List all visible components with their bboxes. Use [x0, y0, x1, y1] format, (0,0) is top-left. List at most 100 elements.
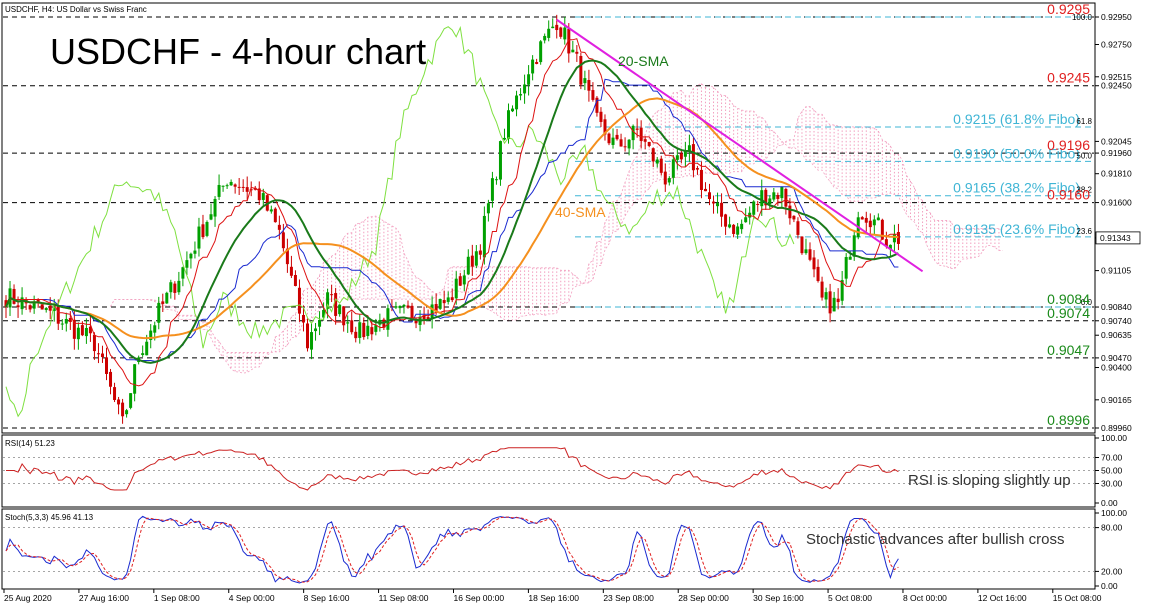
candle-body: [659, 158, 663, 173]
fibonacci-lines: 100.0 0.0 0.9215 (61.8% Fibo)61.8 0.9190 (5…: [575, 13, 1094, 308]
rsi-label: RSI(14) 51.23: [5, 439, 55, 448]
rsi-tick-label: 30.00: [1101, 479, 1123, 489]
candle-body: [527, 74, 531, 85]
candle-body: [703, 188, 707, 192]
candle-body: [64, 318, 68, 324]
candle-body: [780, 186, 784, 199]
y-tick-label: 0.91600: [1101, 198, 1132, 208]
candle-body: [852, 235, 856, 257]
x-tick-label: 5 Oct 08:00: [828, 593, 872, 603]
candle-body: [217, 184, 221, 197]
descending-trendline: [556, 18, 924, 273]
current-price-label: 0.91343: [1100, 233, 1131, 243]
candle-body: [671, 159, 675, 178]
candle-body: [314, 328, 318, 332]
candle-body: [667, 178, 671, 183]
candle-body: [551, 26, 555, 29]
candle-body: [515, 95, 519, 110]
fibo-label: 0.9190 (50.0% Fibo): [953, 145, 1080, 161]
fibo-tag: 23.6: [1076, 227, 1092, 236]
x-tick-label: 28 Sep 00:00: [678, 593, 729, 603]
candle-body: [285, 248, 289, 265]
fibo-tag: 0.0: [1081, 298, 1093, 307]
rsi-panel: 100.00 70.00 50.00 30.00 0.00: [3, 433, 1127, 508]
candle-body: [732, 224, 736, 234]
stochastic-panel-frame: [1, 508, 1096, 590]
candle-body: [48, 305, 52, 311]
candle-body: [519, 94, 523, 96]
chikou-span: [5, 25, 795, 418]
candle-body: [607, 133, 611, 144]
candle-body: [338, 304, 342, 315]
candle-body: [414, 320, 418, 324]
stoch-tick-label: 80.00: [1101, 523, 1123, 533]
candle-body: [197, 226, 201, 249]
candle-body: [736, 226, 740, 235]
candle-body: [32, 301, 36, 309]
fibo-label: 0.9135 (23.6% Fibo): [953, 221, 1080, 237]
candle-body: [848, 256, 852, 260]
candle-body: [4, 300, 8, 308]
price-panel-frame: [1, 2, 1096, 434]
candle-body: [643, 139, 647, 142]
candle-body: [884, 239, 888, 247]
candle-body: [241, 186, 245, 188]
candle-body: [760, 190, 764, 207]
level-label: 0.9074: [1047, 305, 1090, 321]
x-tick-label: 1 Sep 08:00: [154, 593, 200, 603]
candle-body: [772, 192, 776, 200]
candle-body: [579, 55, 583, 85]
candle-body: [844, 257, 848, 279]
candle-body: [639, 127, 643, 142]
candle-body: [776, 195, 780, 199]
candle-body: [583, 78, 587, 84]
candle-body: [374, 325, 378, 332]
candle-body: [454, 278, 458, 299]
candle-body: [490, 178, 494, 201]
candle-body: [494, 179, 498, 181]
candle-body: [129, 393, 133, 408]
y-tick-label: 0.90740: [1101, 316, 1132, 326]
candle-body: [876, 217, 880, 221]
y-tick-label: 0.91810: [1101, 169, 1132, 179]
candle-body: [402, 304, 406, 307]
candle-body: [177, 280, 181, 293]
stoch-tick-label: 20.00: [1101, 566, 1123, 576]
candle-body: [117, 399, 121, 405]
candle-body: [213, 198, 217, 217]
candle-body: [462, 275, 466, 285]
candle-body: [764, 189, 768, 206]
y-tick-label: 0.90470: [1101, 353, 1132, 363]
candle-body: [109, 371, 113, 387]
sma40-line: [5, 97, 899, 340]
candle-body: [386, 308, 390, 330]
candle-body: [422, 315, 426, 320]
y-tick-label: 0.92950: [1101, 12, 1132, 22]
sma20-label: 20-SMA: [618, 53, 669, 69]
candle-body: [16, 305, 20, 308]
candle-body: [330, 294, 334, 296]
candle-body: [354, 331, 358, 339]
y-tick-label: 0.90840: [1101, 302, 1132, 312]
x-tick-label: 30 Sep 16:00: [753, 593, 804, 603]
candle-body: [595, 97, 599, 113]
sma20-line: [5, 59, 899, 364]
y-tick-label: 0.92750: [1101, 39, 1132, 49]
candle-body: [281, 232, 285, 249]
candle-body: [888, 244, 892, 250]
candle-body: [627, 139, 631, 149]
candle-body: [157, 302, 161, 323]
candle-body: [498, 141, 502, 180]
candle-body: [209, 214, 213, 220]
candle-body: [297, 287, 301, 314]
candle-body: [358, 322, 362, 338]
candle-body: [511, 108, 515, 112]
candle-body: [221, 185, 225, 187]
candle-body: [816, 266, 820, 281]
candle-body: [362, 322, 366, 338]
candle-body: [293, 274, 297, 286]
candlesticks: [4, 14, 900, 424]
candle-body: [808, 249, 812, 260]
